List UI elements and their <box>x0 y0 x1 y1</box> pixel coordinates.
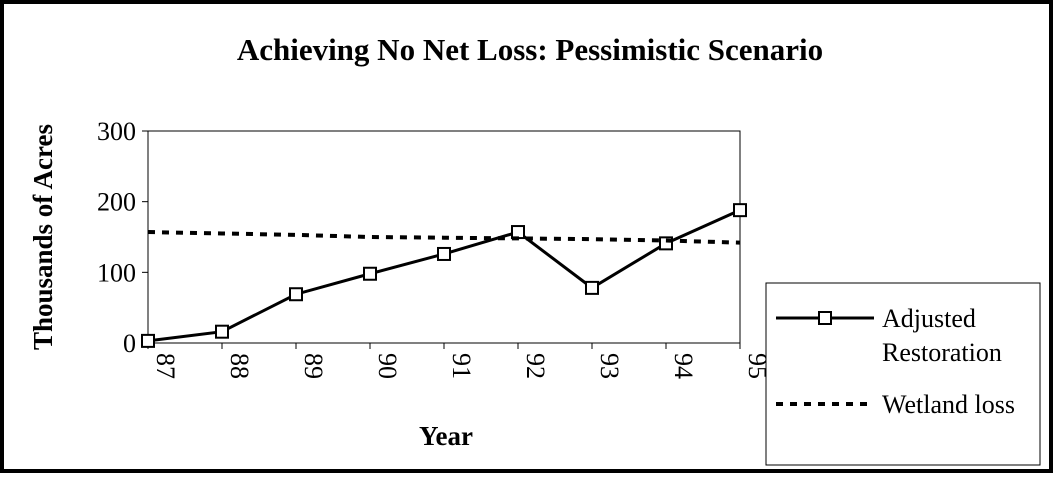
x-tick-label: 88 <box>225 353 254 379</box>
chart-title: Achieving No Net Loss: Pessimistic Scena… <box>237 32 823 67</box>
y-axis-label: Thousands of Acres <box>28 124 58 350</box>
data-point <box>511 225 525 240</box>
series-line <box>147 230 741 245</box>
data-point <box>215 324 229 339</box>
legend-marker <box>818 311 832 325</box>
x-tick-label: 87 <box>151 353 180 379</box>
y-tick-label: 200 <box>97 188 136 217</box>
data-point <box>585 280 599 295</box>
x-tick-label: 94 <box>669 353 698 379</box>
x-axis-label: Year <box>419 421 473 451</box>
y-tick-label: 0 <box>123 329 136 358</box>
y-tick-label: 300 <box>97 117 136 146</box>
x-tick-label: 93 <box>595 353 624 379</box>
legend-label: Adjusted Restoration <box>882 304 1002 367</box>
data-point <box>733 203 747 218</box>
x-tick-label: 91 <box>447 353 476 379</box>
data-point <box>289 287 303 302</box>
data-point <box>141 333 155 348</box>
x-tick-label: 90 <box>373 353 402 379</box>
legend <box>765 282 1041 466</box>
x-tick-label: 92 <box>521 353 550 379</box>
data-point <box>437 246 451 261</box>
data-point <box>363 266 377 281</box>
x-tick-label: 89 <box>299 353 328 379</box>
y-tick-label: 100 <box>97 258 136 287</box>
legend-label: Wetland loss <box>882 390 1015 419</box>
x-tick-label: 95 <box>743 353 772 379</box>
